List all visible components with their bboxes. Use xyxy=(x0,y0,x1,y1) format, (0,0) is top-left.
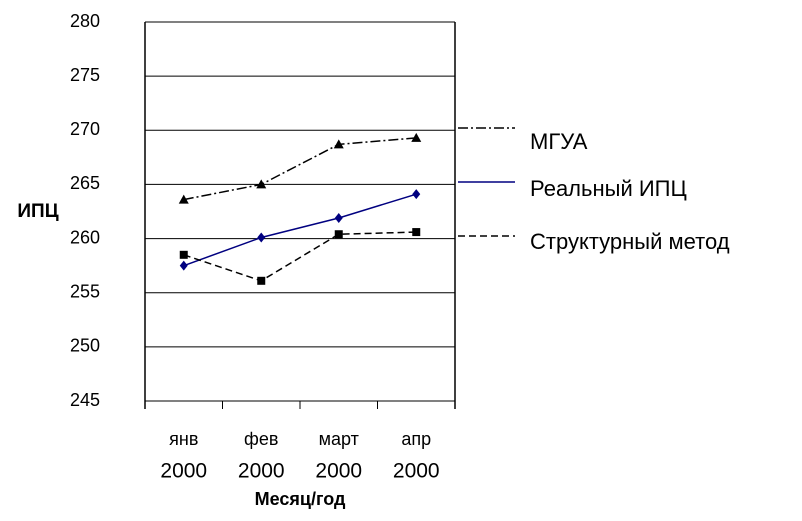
marker xyxy=(334,212,343,223)
x-tick-sublabel: 2000 xyxy=(160,460,207,483)
y-tick-label: 265 xyxy=(70,173,100,193)
y-tick-label: 255 xyxy=(70,281,100,301)
marker xyxy=(411,132,422,142)
series-line xyxy=(183,193,417,267)
marker xyxy=(412,228,421,237)
y-tick-label: 275 xyxy=(70,65,100,85)
x-tick-label: фев xyxy=(244,429,278,449)
legend-label: Структурный метод xyxy=(530,229,730,254)
y-tick-label: 245 xyxy=(70,390,100,410)
marker xyxy=(334,230,343,239)
x-tick-label: март xyxy=(319,429,359,449)
x-tick-label: апр xyxy=(401,429,431,449)
x-tick-sublabel: 2000 xyxy=(315,460,362,483)
x-tick-label: янв xyxy=(169,429,198,449)
y-tick-label: 260 xyxy=(70,227,100,247)
y-tick-label: 250 xyxy=(70,336,100,356)
marker xyxy=(257,276,266,285)
marker xyxy=(178,194,189,204)
legend-label: Реальный ИПЦ xyxy=(530,176,687,201)
x-axis-label: Месяц/год xyxy=(255,489,346,509)
legend-label: МГУА xyxy=(530,129,588,154)
marker xyxy=(333,139,344,149)
marker xyxy=(179,250,188,259)
y-axis-label: ИПЦ xyxy=(17,201,58,222)
marker xyxy=(179,260,188,271)
x-tick-sublabel: 2000 xyxy=(393,460,440,483)
marker xyxy=(257,232,266,243)
marker xyxy=(412,189,421,200)
marker xyxy=(256,179,267,189)
series-line xyxy=(183,231,417,282)
x-tick-sublabel: 2000 xyxy=(238,460,285,483)
y-tick-label: 270 xyxy=(70,119,100,139)
series-line xyxy=(183,137,417,201)
y-tick-label: 280 xyxy=(70,11,100,31)
